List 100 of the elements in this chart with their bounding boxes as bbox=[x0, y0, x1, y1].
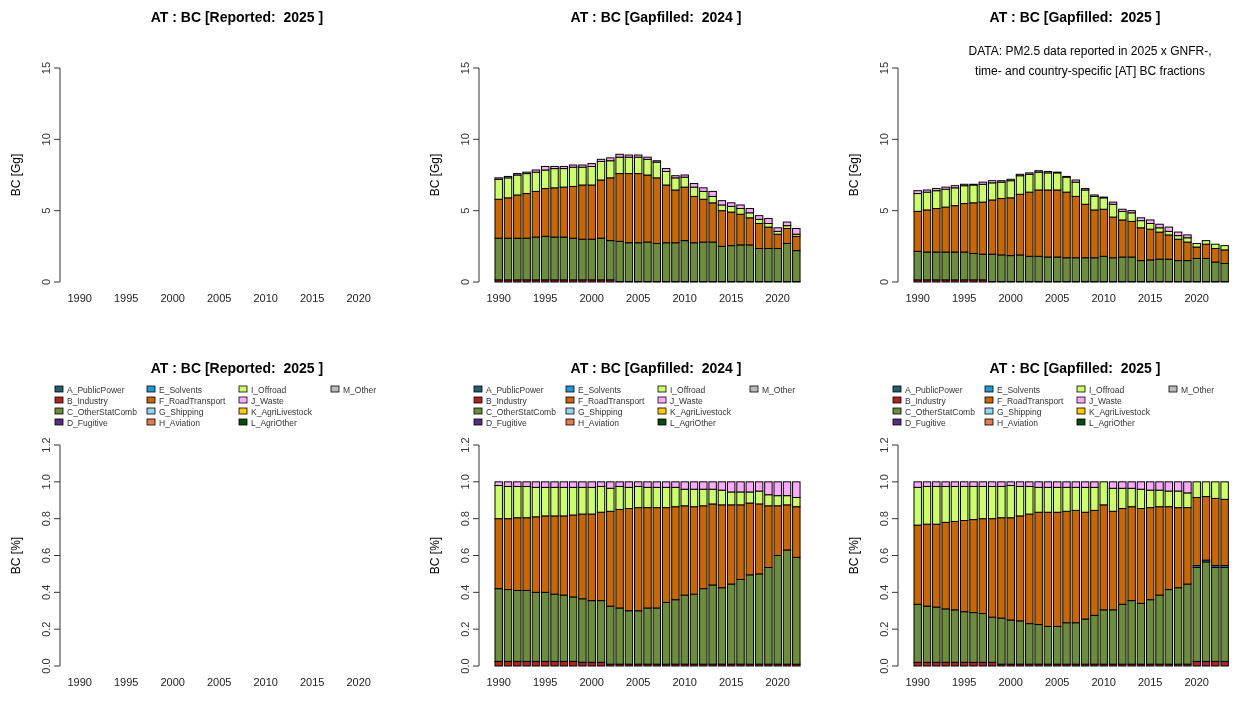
x-tick-label: 2005 bbox=[206, 676, 232, 688]
x-tick-label: 2005 bbox=[625, 292, 651, 304]
x-tick-label: 1995 bbox=[532, 292, 558, 304]
y-tick-label: 0.4 bbox=[40, 584, 52, 600]
legend-label: H_Aviation bbox=[159, 417, 201, 428]
legend-label: E_Solvents bbox=[578, 384, 621, 395]
legend-label: D_Fugitive bbox=[486, 417, 527, 428]
x-tick-label: 2010 bbox=[253, 676, 278, 688]
x-tick-label: 2010 bbox=[672, 676, 697, 688]
x-tick-label: 2015 bbox=[1137, 292, 1163, 304]
legend-label: C_OtherStatComb bbox=[486, 406, 557, 417]
legend-label: A_PublicPower bbox=[486, 384, 544, 395]
legend-label: B_Industry bbox=[905, 395, 947, 406]
x-tick-label: 1990 bbox=[905, 292, 930, 304]
y-tick-label: 0 bbox=[459, 278, 471, 286]
y-tick-label: 15 bbox=[878, 61, 890, 75]
x-tick-label: 2015 bbox=[1137, 676, 1163, 688]
x-tick-label: 2005 bbox=[625, 676, 651, 688]
legend-label: F_RoadTransport bbox=[997, 395, 1064, 406]
legend-label: L_AgriOther bbox=[251, 417, 297, 428]
legend-label: J_Waste bbox=[670, 395, 704, 406]
y-tick-label: 0.8 bbox=[40, 511, 52, 527]
x-tick-label: 2015 bbox=[718, 292, 744, 304]
chart-title: AT : BC [Gapfilled: 2025 ] bbox=[989, 9, 1161, 25]
legend-label: I_Offroad bbox=[670, 384, 706, 395]
chart-title: AT : BC [Reported: 2025 ] bbox=[150, 9, 324, 25]
x-tick-label: 1990 bbox=[905, 676, 930, 688]
y-axis-title: BC [Gg] bbox=[847, 153, 861, 197]
x-tick-label: 2000 bbox=[579, 292, 604, 304]
x-tick-label: 2010 bbox=[1091, 292, 1116, 304]
y-tick-label: 0 bbox=[878, 278, 890, 286]
y-axis-title: BC [Gg] bbox=[9, 153, 23, 197]
x-tick-label: 2015 bbox=[299, 292, 325, 304]
x-tick-label: 1990 bbox=[67, 292, 92, 304]
x-tick-label: 2010 bbox=[253, 292, 278, 304]
legend-label: D_Fugitive bbox=[67, 417, 108, 428]
legend-label: K_AgriLivestock bbox=[1089, 406, 1151, 417]
x-tick-label: 2000 bbox=[160, 676, 185, 688]
y-tick-label: 0.2 bbox=[459, 621, 471, 637]
y-axis-title: BC [%] bbox=[9, 536, 23, 575]
x-tick-label: 2010 bbox=[672, 292, 697, 304]
y-tick-label: 0.6 bbox=[878, 547, 890, 564]
x-tick-label: 2010 bbox=[1091, 676, 1116, 688]
legend-label: F_RoadTransport bbox=[578, 395, 645, 406]
legend-label: A_PublicPower bbox=[67, 384, 125, 395]
x-tick-label: 2020 bbox=[346, 676, 371, 688]
legend-label: A_PublicPower bbox=[905, 384, 963, 395]
y-tick-label: 5 bbox=[459, 207, 471, 214]
x-tick-label: 2020 bbox=[1184, 676, 1209, 688]
legend-label: C_OtherStatComb bbox=[905, 406, 976, 417]
x-tick-label: 2000 bbox=[579, 676, 604, 688]
legend-label: B_Industry bbox=[486, 395, 528, 406]
legend-label: I_Offroad bbox=[1089, 384, 1125, 395]
legend-label: H_Aviation bbox=[578, 417, 620, 428]
x-tick-label: 1995 bbox=[113, 292, 139, 304]
chart-title: AT : BC [Gapfilled: 2025 ] bbox=[989, 360, 1161, 376]
y-tick-label: 0.2 bbox=[878, 621, 890, 637]
x-tick-label: 2020 bbox=[765, 292, 790, 304]
y-axis-title: BC [%] bbox=[847, 536, 861, 575]
y-tick-label: 1.2 bbox=[40, 437, 52, 453]
x-tick-label: 1995 bbox=[951, 676, 977, 688]
y-tick-label: 0.4 bbox=[878, 584, 890, 600]
legend-label: C_OtherStatComb bbox=[67, 406, 138, 417]
x-tick-label: 2005 bbox=[1044, 292, 1070, 304]
y-tick-label: 0.4 bbox=[459, 584, 471, 600]
legend-label: G_Shipping bbox=[997, 406, 1042, 417]
y-tick-label: 0.0 bbox=[878, 658, 890, 674]
legend-label: F_RoadTransport bbox=[159, 395, 226, 406]
x-tick-label: 2005 bbox=[1044, 676, 1070, 688]
x-tick-label: 1995 bbox=[951, 292, 977, 304]
legend-label: B_Industry bbox=[67, 395, 109, 406]
legend-label: L_AgriOther bbox=[1089, 417, 1135, 428]
x-tick-label: 1990 bbox=[67, 676, 92, 688]
y-tick-label: 0.8 bbox=[459, 511, 471, 527]
y-tick-label: 1.2 bbox=[459, 437, 471, 453]
y-axis-title: BC [%] bbox=[428, 536, 442, 575]
y-tick-label: 0.0 bbox=[459, 658, 471, 674]
y-tick-label: 1.0 bbox=[459, 474, 471, 490]
legend-label: M_Other bbox=[762, 384, 796, 395]
y-tick-label: 5 bbox=[878, 207, 890, 214]
legend-label: M_Other bbox=[1181, 384, 1215, 395]
chart-title: AT : BC [Reported: 2025 ] bbox=[150, 360, 324, 376]
x-tick-label: 2015 bbox=[299, 676, 325, 688]
y-tick-label: 1.0 bbox=[40, 474, 52, 490]
legend-label: G_Shipping bbox=[578, 406, 623, 417]
y-tick-label: 10 bbox=[878, 133, 890, 146]
legend-label: G_Shipping bbox=[159, 406, 204, 417]
chart-title: AT : BC [Gapfilled: 2024 ] bbox=[570, 9, 742, 25]
x-tick-label: 2000 bbox=[998, 292, 1023, 304]
y-axis-title: BC [Gg] bbox=[428, 153, 442, 197]
y-tick-label: 15 bbox=[40, 61, 52, 75]
y-tick-label: 10 bbox=[40, 133, 52, 146]
y-tick-label: 0.6 bbox=[459, 547, 471, 564]
y-tick-label: 1.0 bbox=[878, 474, 890, 490]
legend-label: L_AgriOther bbox=[670, 417, 716, 428]
y-tick-label: 1.2 bbox=[878, 437, 890, 453]
legend-label: E_Solvents bbox=[997, 384, 1040, 395]
legend-label: E_Solvents bbox=[159, 384, 202, 395]
annotation: DATA: PM2.5 data reported in 2025 x GNFR-, time- and country-specific [AT] BC fractions bbox=[968, 44, 1212, 78]
x-tick-label: 1990 bbox=[486, 676, 511, 688]
